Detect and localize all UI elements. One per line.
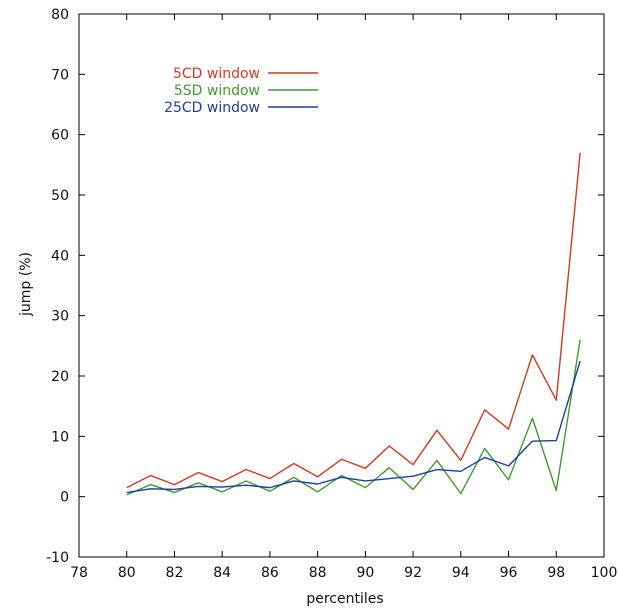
x-tick-label: 90 (356, 565, 374, 581)
y-tick-label: 40 (51, 248, 69, 264)
plot-frame (78, 13, 605, 558)
series-line-2 (126, 360, 581, 494)
series-line-0 (126, 152, 581, 489)
x-tick-label: 96 (500, 565, 518, 581)
legend-label: 25CD window (164, 100, 260, 116)
x-tick-label: 86 (261, 565, 279, 581)
y-tick-label: 10 (51, 429, 69, 445)
y-tick-label: 60 (51, 128, 69, 144)
y-axis-label: jump (%) (18, 252, 34, 317)
x-tick-label: 94 (452, 565, 470, 581)
x-tick-label: 98 (547, 565, 565, 581)
y-tick-label: 70 (51, 67, 69, 83)
y-tick-label: 50 (51, 188, 69, 204)
x-tick-label: 84 (213, 565, 231, 581)
y-tick-label: -10 (46, 550, 69, 566)
x-tick-label: 92 (404, 565, 422, 581)
y-tick-label: 20 (51, 369, 69, 385)
y-tick-label: 80 (51, 7, 69, 23)
x-tick-label: 80 (118, 565, 136, 581)
x-axis-label: percentiles (306, 591, 383, 607)
x-tick-label: 88 (309, 565, 327, 581)
legend-label: 5CD window (173, 66, 260, 82)
y-tick-label: 30 (51, 309, 69, 325)
legend-label: 5SD window (174, 83, 260, 99)
x-tick-label: 82 (166, 565, 184, 581)
x-tick-label: 100 (591, 565, 618, 581)
y-tick-label: 0 (60, 490, 69, 506)
series-line-1 (126, 339, 581, 496)
x-tick-label: 78 (70, 565, 88, 581)
